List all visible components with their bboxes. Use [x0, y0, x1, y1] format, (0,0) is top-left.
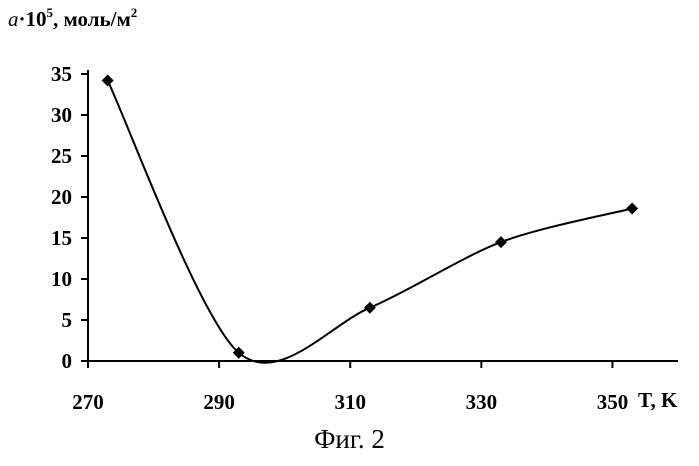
data-point — [495, 236, 507, 248]
y-tick-label: 5 — [62, 308, 73, 332]
y-axis-title: a·105, моль/м2 — [8, 5, 137, 31]
y-tick-label: 0 — [62, 349, 73, 373]
data-point — [364, 302, 376, 314]
series-line — [108, 81, 632, 363]
y-tick-label: 10 — [51, 267, 72, 291]
x-tick-label: 290 — [203, 390, 235, 414]
x-tick-label: 350 — [597, 390, 629, 414]
x-tick-label: 270 — [72, 390, 104, 414]
y-tick-label: 20 — [51, 185, 72, 209]
data-point — [102, 75, 114, 87]
curve — [108, 81, 632, 363]
axes — [88, 70, 678, 361]
svg-text:a·105, моль/м2: a·105, моль/м2 — [8, 5, 137, 31]
y-axis-title-unit-exponent: 2 — [131, 5, 138, 20]
y-axis-title-unit: , моль/м — [53, 7, 131, 31]
x-axis-title: T, K — [638, 388, 678, 412]
y-axis-title-symbol: a — [8, 7, 19, 31]
x-tick-label: 330 — [466, 390, 498, 414]
y-tick-label: 35 — [51, 62, 72, 86]
y-tick-label: 30 — [51, 103, 72, 127]
y-tick-label: 25 — [51, 144, 72, 168]
figure-caption: Фиг. 2 — [0, 424, 699, 455]
data-points — [102, 75, 638, 359]
x-tick-label: 310 — [334, 390, 366, 414]
y-tick-label: 15 — [51, 226, 72, 250]
data-point — [626, 202, 638, 214]
y-axis-title-multiplier: ·10 — [19, 7, 47, 31]
